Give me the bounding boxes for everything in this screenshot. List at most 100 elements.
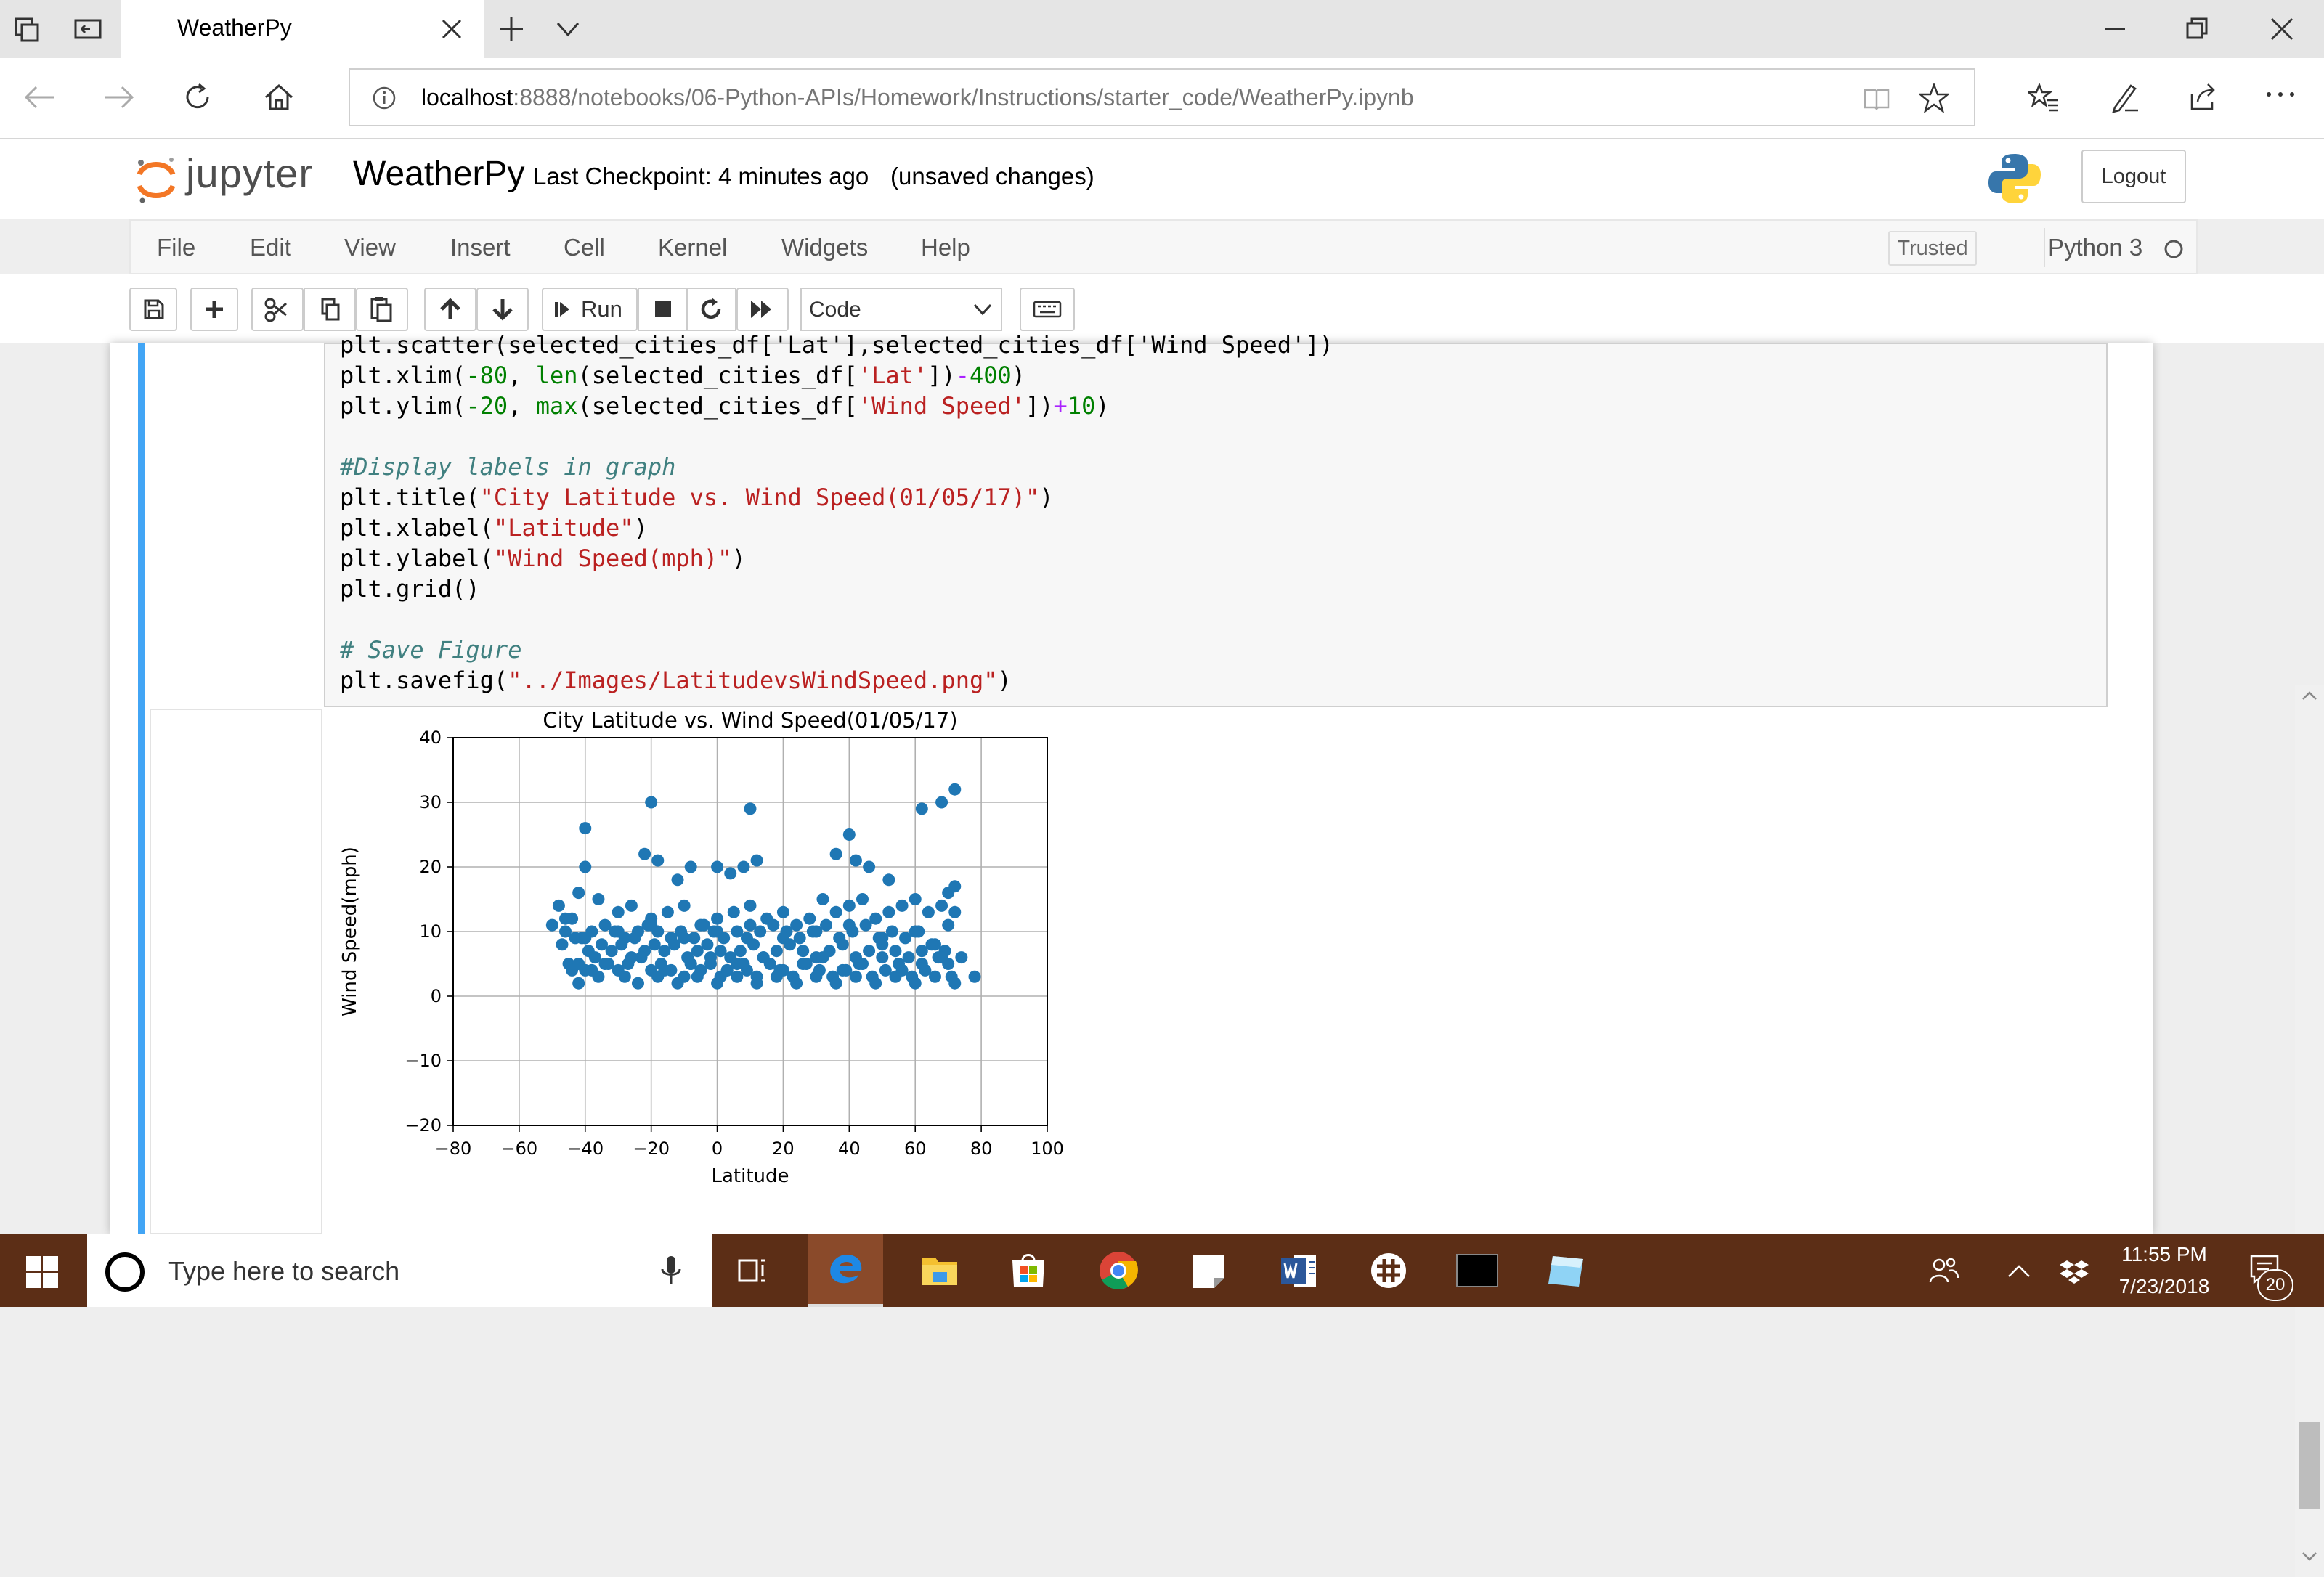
scatter-point	[935, 951, 948, 964]
notebook-name[interactable]: WeatherPy	[353, 155, 525, 193]
scroll-down-icon[interactable]	[2301, 1551, 2318, 1562]
scatter-point	[776, 932, 789, 945]
scatter-point	[592, 893, 605, 905]
clock-date[interactable]: 7/23/2018	[2118, 1275, 2210, 1297]
restart-button[interactable]	[687, 288, 736, 331]
word-icon[interactable]	[1272, 1246, 1325, 1295]
move-down-button[interactable]	[476, 288, 529, 331]
menu-help[interactable]: Help	[921, 234, 970, 261]
forward-icon[interactable]	[102, 83, 137, 112]
kernel-name[interactable]: Python 3	[2048, 234, 2143, 261]
tab-preview-icon[interactable]	[73, 15, 105, 44]
x-tick-label: −40	[566, 1138, 604, 1159]
output-prompt-area[interactable]	[150, 709, 322, 1234]
file-explorer-icon[interactable]	[914, 1246, 966, 1295]
close-tab-icon[interactable]	[439, 16, 465, 42]
run-button[interactable]: Run	[542, 288, 638, 331]
menu-widgets[interactable]: Widgets	[781, 234, 869, 261]
scroll-up-icon[interactable]	[2301, 690, 2318, 701]
menu-kernel[interactable]: Kernel	[658, 234, 728, 261]
paste-button[interactable]	[356, 288, 408, 331]
people-icon[interactable]	[1927, 1256, 1959, 1285]
restart-run-all-button[interactable]	[736, 288, 789, 331]
new-tab-icon[interactable]	[498, 16, 524, 42]
share-icon[interactable]	[2187, 81, 2219, 113]
scatter-point	[909, 977, 922, 990]
terminal-icon[interactable]	[1451, 1246, 1503, 1295]
scatter-point	[691, 970, 704, 983]
interrupt-button[interactable]	[638, 288, 687, 331]
scatter-point	[572, 977, 585, 990]
scatter-point	[552, 899, 565, 912]
more-options-icon[interactable]	[2264, 87, 2296, 102]
show-hidden-icons-icon[interactable]	[2006, 1262, 2032, 1279]
kernel-divider	[2044, 228, 2045, 267]
microphone-icon[interactable]	[659, 1255, 683, 1287]
browser-tab-bar: WeatherPy	[0, 0, 2324, 58]
move-up-button[interactable]	[424, 288, 476, 331]
minimize-icon[interactable]	[2102, 16, 2128, 42]
restore-icon[interactable]	[2185, 16, 2211, 42]
pen-notes-icon[interactable]	[2109, 81, 2141, 113]
windows-start-icon[interactable]	[26, 1256, 58, 1288]
checkpoint-status: Last Checkpoint: 4 minutes ago	[533, 163, 869, 190]
scatter-point	[935, 899, 948, 912]
menu-file[interactable]: File	[157, 234, 196, 261]
app-tile-icon[interactable]	[1540, 1246, 1592, 1295]
slack-icon[interactable]	[1362, 1246, 1415, 1295]
task-view-icon[interactable]	[735, 1255, 770, 1287]
scatter-point	[661, 905, 674, 918]
scatter-point	[790, 977, 803, 990]
info-icon[interactable]	[372, 86, 397, 110]
scatter-point	[711, 977, 724, 990]
windows-taskbar: Type here to search 11:55 PM	[0, 1234, 2324, 1307]
dropbox-icon[interactable]	[2060, 1258, 2089, 1285]
menu-view[interactable]: View	[344, 234, 396, 261]
chart-title: City Latitude vs. Wind Speed(01/05/17)	[543, 709, 957, 733]
jupyter-logo-icon[interactable]	[134, 154, 179, 205]
menu-edit[interactable]: Edit	[250, 234, 291, 261]
scatter-point	[869, 912, 882, 925]
favorite-star-icon[interactable]	[1919, 83, 1949, 113]
scatter-point	[714, 945, 727, 958]
url-field[interactable]: localhost:8888/notebooks/06-Python-APIs/…	[349, 68, 1975, 126]
code-cell-input[interactable]: plt.scatter(selected_cities_df['Lat'],se…	[324, 331, 2108, 707]
sticky-notes-icon[interactable]	[1182, 1246, 1235, 1295]
x-tick-label: 80	[970, 1138, 993, 1159]
tabs-aside-icon[interactable]	[13, 15, 42, 44]
menu-insert[interactable]: Insert	[450, 234, 511, 261]
x-axis-label: Latitude	[711, 1165, 789, 1187]
scatter-point	[836, 938, 849, 951]
refresh-icon[interactable]	[182, 81, 214, 113]
save-button[interactable]	[129, 288, 177, 331]
page-scrollbar[interactable]	[2295, 685, 2324, 1577]
code-line-10: plt.savefig("../Images/LatitudevsWindSpe…	[340, 667, 1012, 694]
clock-time[interactable]: 11:55 PM	[2121, 1243, 2207, 1266]
scatter-point	[720, 963, 734, 977]
scatter-point	[776, 905, 789, 918]
arrow-down-icon	[492, 299, 513, 321]
command-palette-button[interactable]	[1020, 288, 1075, 331]
logout-button[interactable]: Logout	[2081, 150, 2186, 203]
chrome-icon[interactable]	[1092, 1246, 1145, 1295]
trusted-indicator[interactable]: Trusted	[1888, 231, 1977, 266]
reading-view-icon[interactable]	[1862, 84, 1891, 113]
cut-button[interactable]	[251, 288, 304, 331]
store-icon[interactable]	[1002, 1246, 1055, 1295]
edge-taskbar-button[interactable]	[808, 1234, 883, 1307]
tab-weatherpy[interactable]: WeatherPy	[121, 0, 484, 58]
favorites-hub-icon[interactable]	[2028, 83, 2060, 113]
home-icon[interactable]	[263, 81, 295, 113]
scrollbar-thumb[interactable]	[2299, 1422, 2320, 1509]
scatter-point	[810, 925, 823, 938]
chevron-down-icon[interactable]	[555, 19, 581, 39]
close-window-icon[interactable]	[2269, 16, 2295, 42]
menu-cell[interactable]: Cell	[564, 234, 605, 261]
taskbar-search-box[interactable]: Type here to search	[87, 1234, 712, 1307]
back-icon[interactable]	[22, 83, 57, 112]
insert-cell-button[interactable]	[190, 288, 238, 331]
code-line-1: plt.scatter(selected_cities_df['Lat'],se…	[340, 331, 1333, 359]
scatter-chart: −80 −60 −40 −20 0 20 40 60 80 100403020100−10−20C…	[339, 709, 1064, 1187]
copy-button[interactable]	[304, 288, 356, 331]
cell-type-select[interactable]: Code	[800, 288, 1002, 331]
